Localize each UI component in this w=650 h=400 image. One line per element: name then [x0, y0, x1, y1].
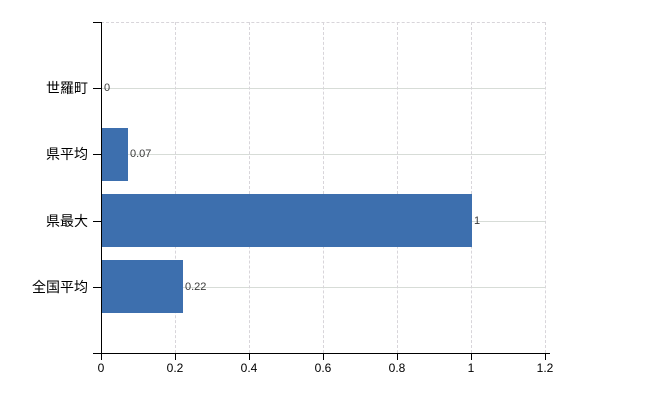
bar — [102, 194, 472, 247]
v-gridline — [471, 22, 472, 353]
x-axis-tick-label: 0.2 — [166, 361, 184, 375]
y-axis-tick — [93, 287, 101, 288]
x-axis-tick-label: 0.8 — [388, 361, 406, 375]
x-axis-tick-label: 0.4 — [240, 361, 258, 375]
x-axis-tick — [471, 353, 472, 360]
y-axis-tick — [93, 154, 101, 155]
category-tick-label: 全国平均 — [32, 279, 88, 295]
v-gridline — [545, 22, 546, 353]
x-axis-tick — [249, 353, 250, 360]
y-axis-tick — [93, 88, 101, 89]
x-axis-tick — [175, 353, 176, 360]
x-axis-tick — [397, 353, 398, 360]
x-axis-tick — [545, 353, 546, 360]
bar-value-label: 0.22 — [185, 281, 207, 293]
x-axis-tick — [323, 353, 324, 360]
x-axis-tick — [101, 353, 102, 360]
x-axis-tick-label: 1 — [467, 361, 475, 375]
v-gridline — [249, 22, 250, 353]
bar — [102, 128, 128, 181]
x-axis-tick-label: 1.2 — [536, 361, 554, 375]
y-axis-tick — [93, 221, 101, 222]
v-gridline — [397, 22, 398, 353]
category-tick-label: 世羅町 — [46, 80, 88, 96]
v-gridline — [323, 22, 324, 353]
x-axis-tick-label: 0.6 — [314, 361, 332, 375]
x-axis-tick-label: 0 — [97, 361, 105, 375]
category-tick-label: 県最大 — [46, 213, 88, 229]
bar-value-label: 0 — [104, 82, 111, 94]
y-axis-tick — [93, 22, 101, 23]
x-axis-line — [93, 353, 550, 354]
bar — [102, 260, 183, 313]
plot-top-border — [101, 22, 545, 23]
v-gridline — [175, 22, 176, 353]
category-tick-label: 県平均 — [46, 146, 88, 162]
y-axis-line — [101, 22, 102, 353]
bar-value-label: 0.07 — [130, 148, 152, 160]
bar-value-label: 1 — [474, 215, 481, 227]
